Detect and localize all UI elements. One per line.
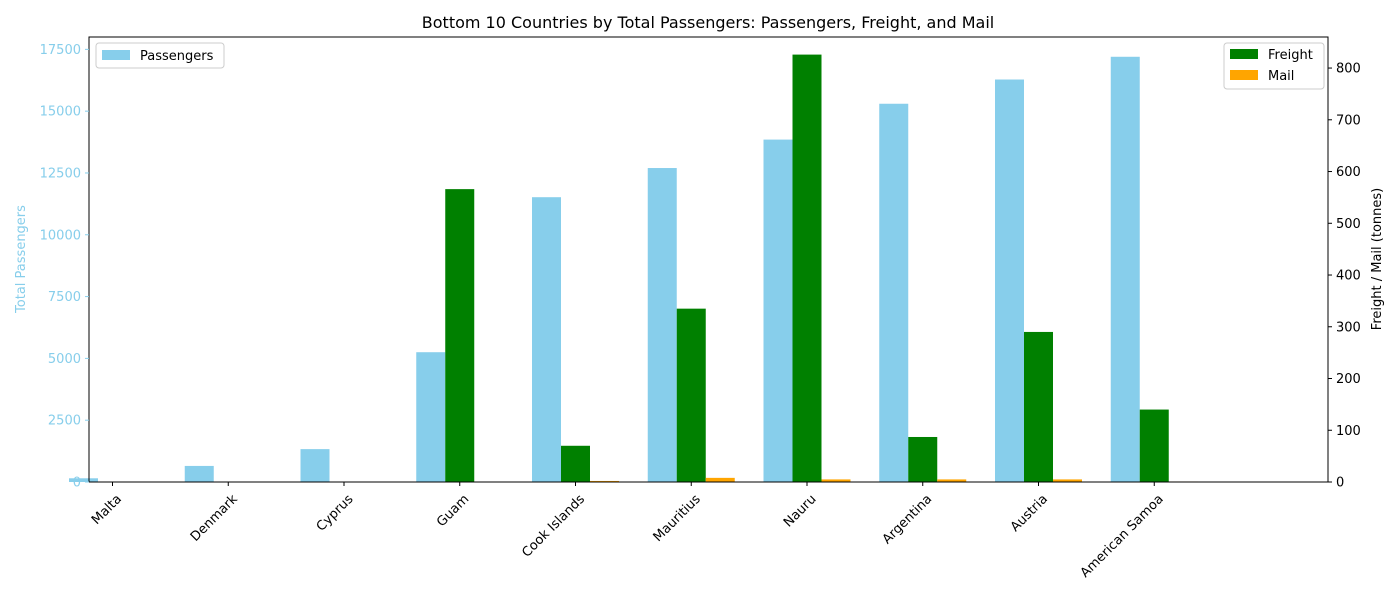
bar-passengers-mauritius	[647, 168, 677, 482]
x-tick-label: Austria	[1008, 492, 1051, 535]
bar-passengers-american-samoa	[1110, 56, 1140, 483]
bar-mail-cook-islands	[590, 480, 619, 482]
y-tick-label-left: 7500	[48, 290, 81, 305]
bars-layer	[69, 54, 1198, 483]
y-tick-label-right: 100	[1336, 424, 1361, 439]
bar-passengers-cook-islands	[532, 197, 561, 482]
bar-freight-austria	[1024, 331, 1053, 482]
x-tick-label: Mauritius	[651, 492, 704, 545]
y-tick-label-left: 15000	[40, 105, 81, 120]
bar-passengers-denmark	[184, 465, 214, 482]
bar-passengers-malta	[69, 478, 98, 482]
x-tick-label: Cook Islands	[519, 492, 588, 561]
legend-label-freight: Freight	[1268, 48, 1313, 63]
plot-frame	[88, 36, 1329, 483]
x-tick-label: Cyprus	[314, 492, 357, 535]
legend-swatch-passengers	[102, 50, 130, 60]
bar-mail-mauritius	[705, 477, 735, 482]
bar-passengers-austria	[995, 79, 1024, 483]
y-tick-label-left: 0	[73, 476, 81, 491]
y-tick-label-right: 400	[1336, 269, 1361, 284]
bar-mail-nauru	[821, 479, 851, 482]
bar-freight-mauritius	[676, 308, 706, 482]
y-tick-label-right: 700	[1336, 113, 1361, 128]
legend-left-box	[95, 42, 225, 69]
x-tick-label: Denmark	[188, 492, 241, 545]
y-tick-label-left: 17500	[40, 43, 81, 58]
legend-label-mail: Mail	[1268, 69, 1294, 84]
bar-passengers-guam	[416, 352, 446, 482]
y-tick-label-right: 500	[1336, 217, 1361, 232]
bar-freight-american-samoa	[1139, 409, 1169, 482]
y-tick-label-right: 0	[1336, 476, 1344, 491]
legend-label-passengers: Passengers	[140, 49, 214, 64]
bar-mail-austria	[1053, 479, 1082, 482]
bar-freight-cook-islands	[561, 445, 590, 482]
y-tick-label-right: 600	[1336, 165, 1361, 180]
x-tick-label: American Samoa	[1078, 492, 1167, 581]
y-tick-label-left: 2500	[48, 414, 81, 429]
legend-layer: Passengers Freight Mail	[95, 42, 1325, 90]
x-tick-label: Nauru	[781, 492, 820, 531]
x-tick-label: Guam	[434, 492, 472, 530]
x-tick-label: Malta	[89, 492, 125, 528]
y-tick-label-left: 12500	[40, 166, 81, 181]
y-tick-label-right: 300	[1336, 320, 1361, 335]
y-tick-label-left: 5000	[48, 352, 81, 367]
y-tick-label-right: 800	[1336, 62, 1361, 77]
y-tick-label-left: 10000	[40, 228, 81, 243]
bar-freight-guam	[445, 189, 475, 482]
bar-passengers-nauru	[763, 139, 793, 482]
legend-swatch-mail	[1230, 70, 1258, 80]
x-tick-label: Argentina	[880, 492, 935, 547]
legend-swatch-freight	[1230, 49, 1258, 59]
bar-freight-nauru	[792, 54, 822, 483]
y-axis-label-right: Freight / Mail (tonnes)	[1370, 188, 1385, 330]
y-tick-label-right: 200	[1336, 372, 1361, 387]
bar-passengers-argentina	[879, 103, 909, 482]
bar-freight-argentina	[908, 436, 938, 482]
bar-mail-argentina	[937, 479, 967, 482]
y-axis-label-left: Total Passengers	[14, 205, 29, 314]
chart-title: Bottom 10 Countries by Total Passengers:…	[422, 13, 994, 32]
bar-passengers-cyprus	[300, 449, 330, 482]
